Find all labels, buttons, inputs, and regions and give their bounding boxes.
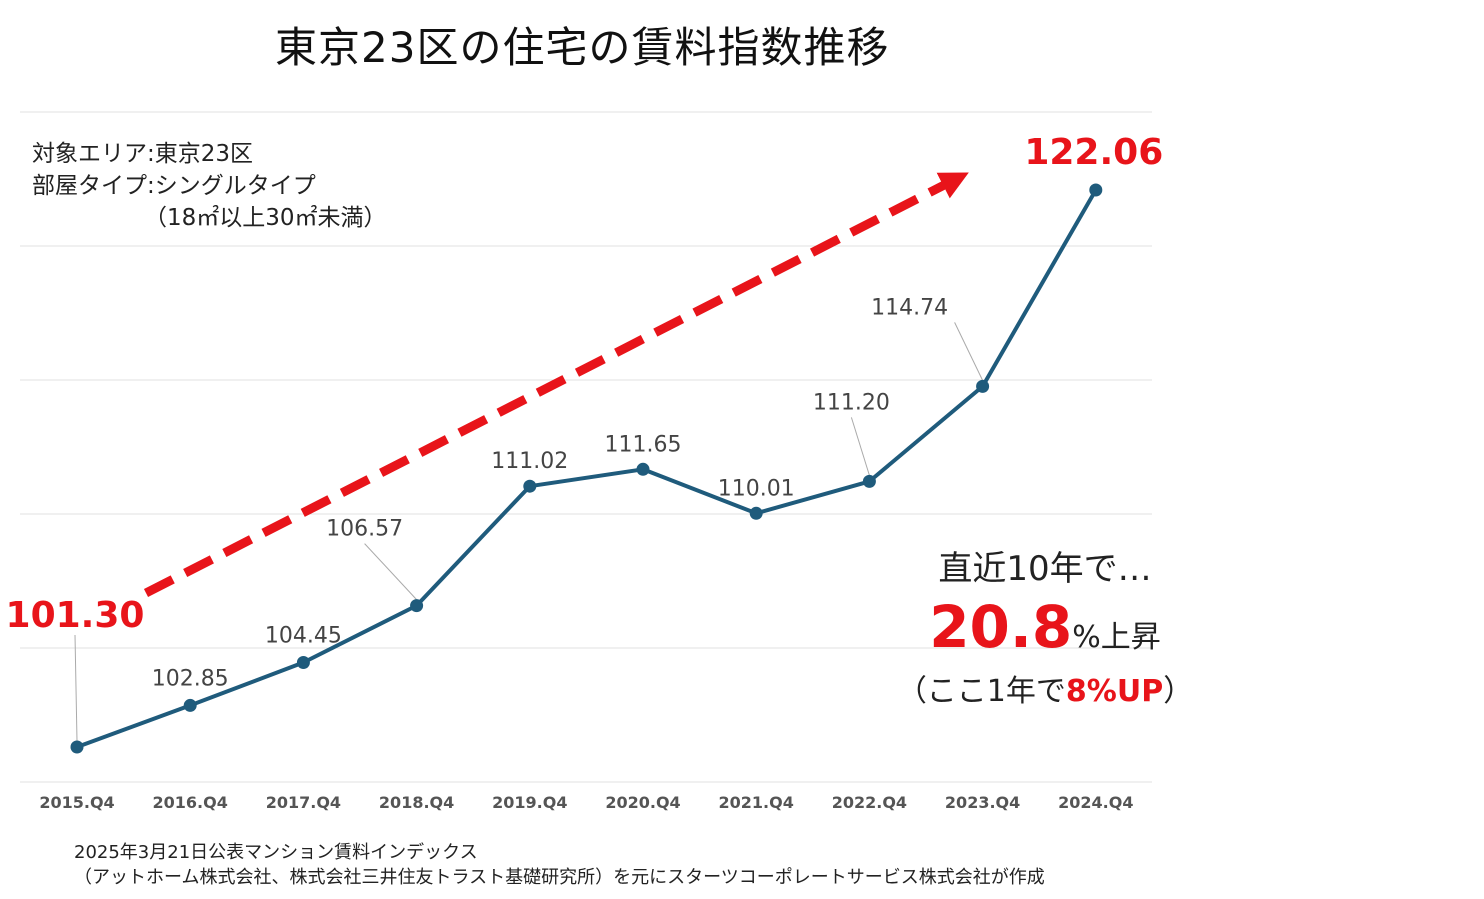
data-label: 102.85 (152, 666, 229, 691)
leader-line (364, 543, 417, 600)
leader-line (74, 634, 78, 742)
chart-info: 対象エリア:東京23区 部屋タイプ:シングルタイプ （18㎡以上30㎡未満） (32, 138, 387, 234)
series-polyline (76, 189, 1098, 749)
summary-increase: 20.8%上昇 (880, 593, 1210, 672)
data-point (976, 379, 990, 393)
leader-line (850, 417, 870, 476)
summary-yearly: （ここ1年で8%UP） (880, 672, 1210, 712)
summary-heading: 直近10年で… (938, 549, 1152, 589)
x-tick-label: 2020.Q4 (605, 793, 680, 812)
x-tick-label: 2021.Q4 (719, 793, 794, 812)
data-label: 104.45 (265, 623, 342, 648)
x-axis-ticks: 2015.Q4 2016.Q4 2017.Q4 2018.Q4 2019.Q4 2020.… (39, 793, 1133, 812)
source-note: 2025年3月21日公表マンション賃料インデックス （アットホーム株式会社、株式… (74, 840, 1045, 890)
trend-arrow (143, 172, 969, 598)
data-label: 106.57 (326, 517, 403, 542)
trend-arrow-line (143, 172, 969, 598)
data-label: 111.65 (605, 432, 682, 457)
data-labels: 101.30 102.85 104.45 106.57 111.02 111.65 110.… (6, 132, 1164, 691)
x-tick-label: 2023.Q4 (945, 793, 1020, 812)
source-line-1: 2025年3月21日公表マンション賃料インデックス (74, 842, 478, 863)
data-point (636, 462, 650, 476)
x-tick-label: 2016.Q4 (153, 793, 228, 812)
data-label: 110.01 (718, 476, 795, 501)
increase-percent-suffix: %上昇 (1072, 620, 1161, 655)
data-point (523, 479, 537, 493)
data-point (410, 599, 424, 613)
room-size-label: （18㎡以上30㎡未満） (144, 205, 387, 231)
x-tick-label: 2018.Q4 (379, 793, 454, 812)
data-point (862, 474, 876, 488)
target-area-label: 対象エリア:東京23区 (32, 141, 254, 167)
data-point (1089, 183, 1103, 197)
data-label: 101.30 (6, 595, 145, 636)
leader-line (954, 322, 984, 381)
data-label: 111.02 (491, 449, 568, 474)
room-type-label: 部屋タイプ:シングルタイプ (32, 173, 316, 199)
data-label: 114.74 (871, 295, 948, 320)
yearly-up-value: 8%UP (1065, 674, 1164, 709)
data-label: 111.20 (813, 390, 890, 415)
data-point (296, 655, 310, 669)
leader-lines (74, 322, 984, 742)
x-tick-label: 2017.Q4 (266, 793, 341, 812)
x-tick-label: 2024.Q4 (1058, 793, 1133, 812)
source-line-2: （アットホーム株式会社、株式会社三井住友トラスト基礎研究所）を元にスターツコーポ… (74, 867, 1045, 888)
yearly-prefix: （ここ1年で (896, 674, 1066, 709)
yearly-suffix: ） (1163, 674, 1194, 709)
chart-title: 東京23区の住宅の賃料指数推移 (275, 23, 890, 72)
data-points (70, 183, 1103, 754)
data-point (183, 698, 197, 712)
gridlines (20, 111, 1152, 783)
summary-box: 直近10年で… 20.8%上昇 （ここ1年で8%UP） (880, 545, 1210, 712)
x-tick-label: 2019.Q4 (492, 793, 567, 812)
increase-percent-value: 20.8 (929, 593, 1073, 661)
data-point (70, 740, 84, 754)
data-point (749, 506, 763, 520)
series-line (76, 189, 1098, 749)
x-tick-label: 2015.Q4 (39, 793, 114, 812)
x-tick-label: 2022.Q4 (832, 793, 907, 812)
data-label: 122.06 (1024, 132, 1163, 173)
